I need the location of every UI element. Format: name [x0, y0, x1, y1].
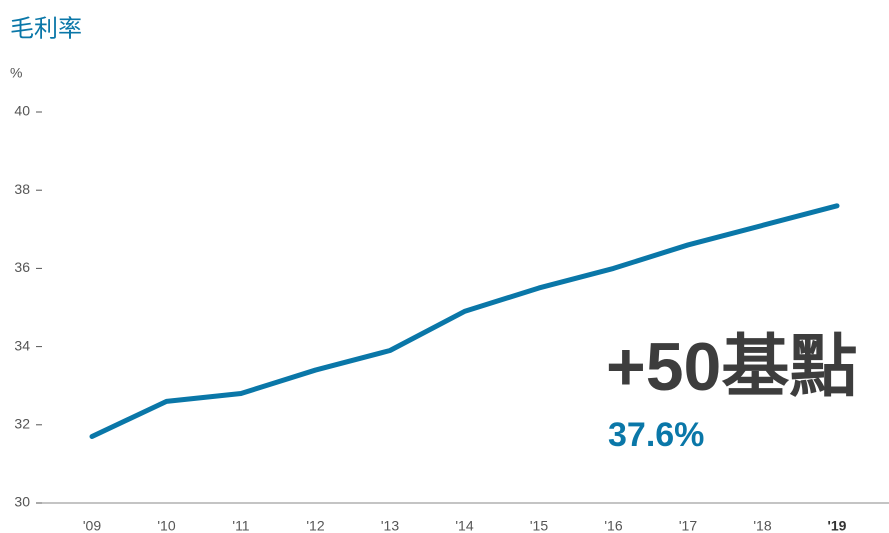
- x-tick-label: '17: [679, 518, 697, 533]
- y-tick-label: 38: [14, 181, 30, 197]
- x-tick-label: '15: [530, 518, 548, 533]
- data-line: [89, 203, 840, 440]
- x-tick-label: '13: [381, 518, 399, 533]
- x-tick-label: '16: [604, 518, 622, 533]
- x-tick-label: '18: [753, 518, 771, 533]
- annotation: +50基點: [606, 329, 857, 405]
- x-tick-label: '10: [157, 518, 175, 533]
- x-tick-label: '14: [455, 518, 473, 533]
- y-tick-label: 30: [14, 494, 30, 510]
- y-tick-label: 34: [14, 337, 30, 353]
- y-tick-label: 40: [14, 103, 30, 119]
- x-tick-label: '19: [828, 518, 847, 533]
- x-tick-label: '09: [83, 518, 101, 533]
- y-tick-label: 32: [14, 416, 30, 432]
- y-tick-label: 36: [14, 259, 30, 275]
- x-tick-label: '11: [232, 518, 249, 533]
- annotation: 37.6%: [608, 416, 704, 454]
- x-tick-label: '12: [306, 518, 324, 533]
- y-axis-label: %: [10, 65, 22, 81]
- chart-title: 毛利率: [10, 15, 82, 42]
